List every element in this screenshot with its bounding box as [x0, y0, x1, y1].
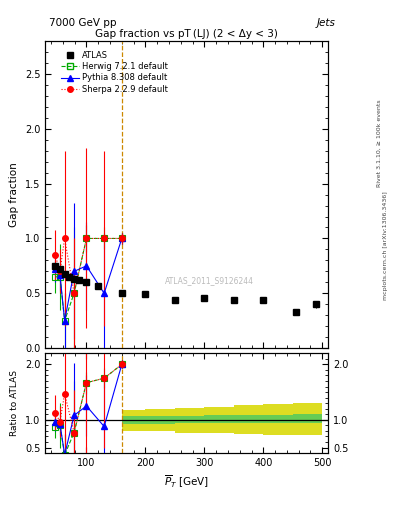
Title: Gap fraction vs pT (LJ) (2 < Δy < 3): Gap fraction vs pT (LJ) (2 < Δy < 3) — [95, 29, 278, 39]
Text: Rivet 3.1.10, ≥ 100k events: Rivet 3.1.10, ≥ 100k events — [377, 99, 382, 187]
Text: ATLAS_2011_S9126244: ATLAS_2011_S9126244 — [165, 276, 254, 285]
Text: mcplots.cern.ch [arXiv:1306.3436]: mcplots.cern.ch [arXiv:1306.3436] — [384, 191, 388, 300]
Y-axis label: Gap fraction: Gap fraction — [9, 162, 19, 227]
Y-axis label: Ratio to ATLAS: Ratio to ATLAS — [10, 370, 19, 436]
Legend: ATLAS, Herwig 7.2.1 default, Pythia 8.308 default, Sherpa 2.2.9 default: ATLAS, Herwig 7.2.1 default, Pythia 8.30… — [61, 51, 168, 94]
X-axis label: $\overline{P}_T$ [GeV]: $\overline{P}_T$ [GeV] — [164, 474, 209, 490]
Text: Jets: Jets — [317, 18, 336, 28]
Text: 7000 GeV pp: 7000 GeV pp — [49, 18, 117, 28]
